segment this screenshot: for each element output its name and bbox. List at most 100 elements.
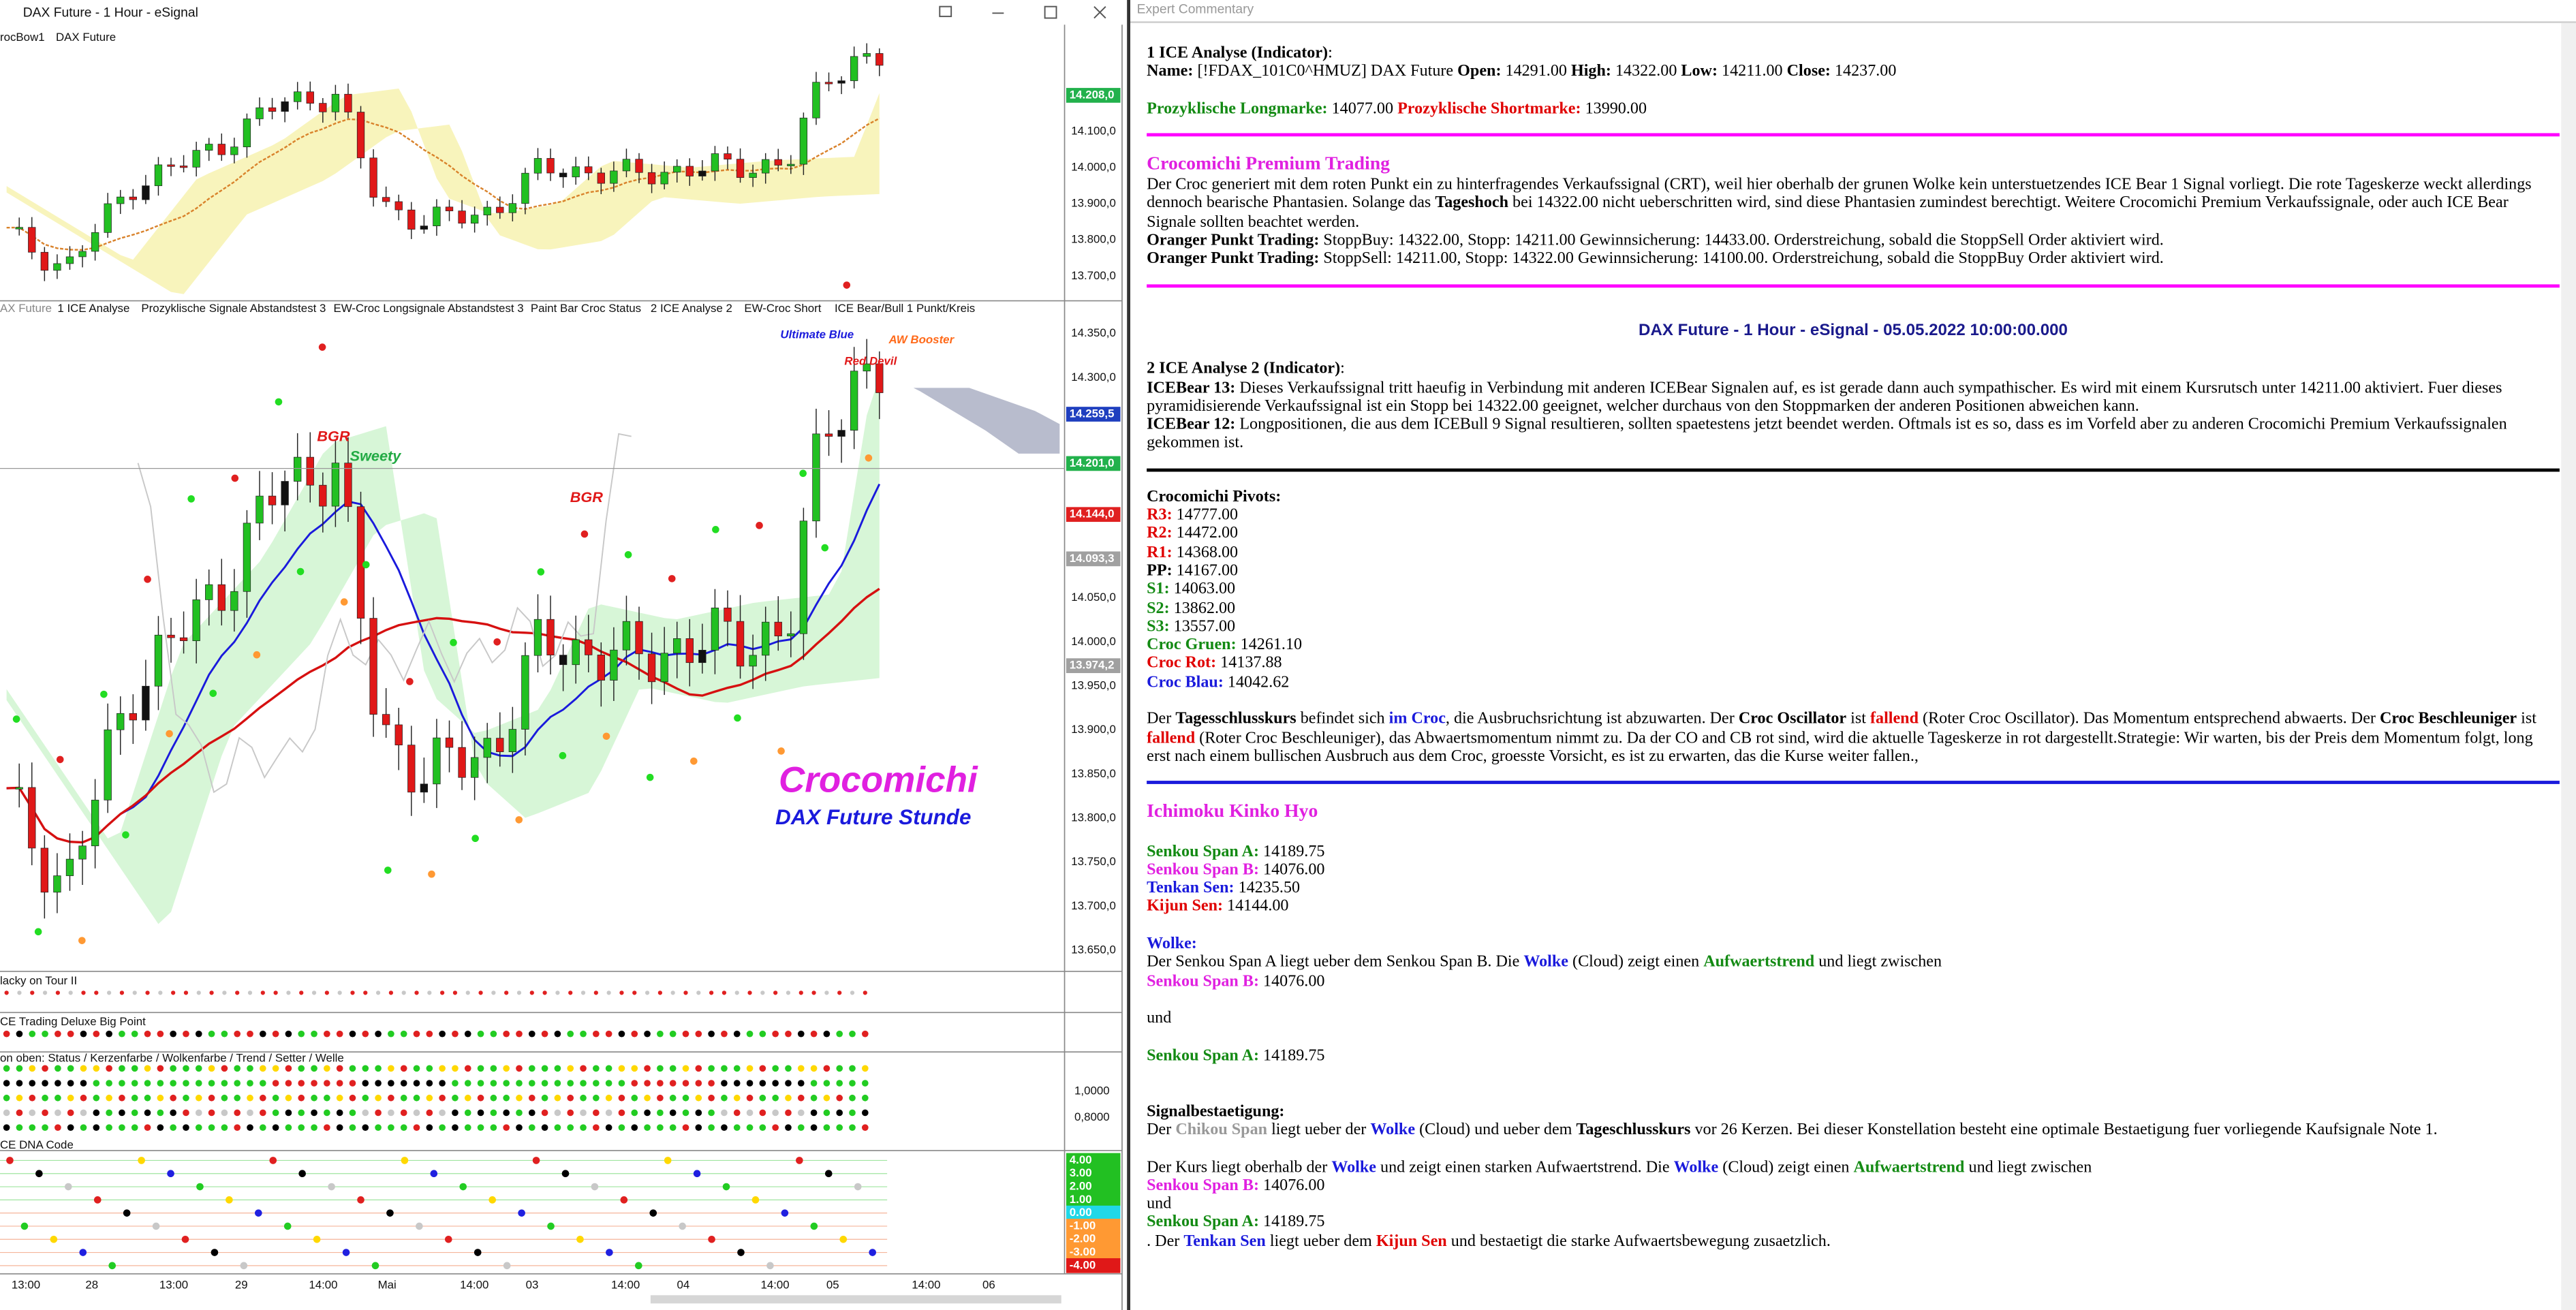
status-dot: [132, 991, 137, 995]
status-dot: [785, 1124, 792, 1132]
signal-dot: [253, 651, 261, 659]
signal-dot: [406, 678, 414, 685]
status-dot: [221, 1094, 228, 1102]
candle-body: [521, 172, 529, 204]
status-dot: [464, 1109, 471, 1117]
x-tick-label: 05: [826, 1278, 839, 1291]
status-dot: [580, 1030, 587, 1038]
status-dot: [260, 991, 265, 995]
status-dot: [452, 1094, 459, 1102]
price-box-box: [1066, 407, 1121, 422]
price-box: 14.144,0: [1070, 508, 1115, 520]
dna-label-box: [1066, 1258, 1121, 1273]
dna-dot: [35, 1170, 43, 1178]
status-dot: [272, 1030, 279, 1038]
text-segment: Wolke: [1673, 1157, 1719, 1176]
text-segment: 14077.00: [1331, 99, 1398, 119]
status-dot: [247, 1109, 253, 1117]
status-dot: [17, 991, 22, 995]
status-dot: [3, 1109, 10, 1117]
signal-dot: [100, 690, 108, 698]
text-line: PP: 14167.00: [1147, 562, 2560, 580]
dna-dot: [50, 1235, 58, 1243]
text-segment: DAX Future - 1 Hour - eSignal - 05.05.20…: [1639, 322, 2068, 341]
dna-dot: [751, 1196, 760, 1204]
text-segment: (Roter Croc Beschleuniger), das Abwaerts…: [1147, 729, 2533, 766]
text-line: DAX Future - 1 Hour - eSignal - 05.05.20…: [1147, 322, 2560, 342]
price-box-box: [1066, 507, 1121, 523]
ma-line: [6, 117, 880, 251]
candle-body: [458, 210, 466, 224]
y-tick-label: 13.900,0: [1071, 197, 1116, 210]
status-dot: [477, 1094, 484, 1102]
status-dot: [477, 1124, 484, 1132]
status-dot: [477, 1030, 484, 1038]
status-dot: [861, 1124, 869, 1132]
status-dot: [580, 1124, 587, 1132]
candle-body: [217, 584, 226, 611]
y-tick-label: 14.000,0: [1071, 161, 1116, 174]
status-dot: [3, 1094, 10, 1102]
status-dot: [823, 1124, 831, 1132]
candle-body: [875, 363, 884, 393]
status-dot: [336, 1080, 343, 1087]
dna-dot: [649, 1209, 657, 1217]
text-segment: und zeigt einen starken Aufwaertstrend. …: [1376, 1157, 1674, 1176]
annotation: Ultimate Blue: [780, 328, 854, 341]
status-dot: [721, 1030, 728, 1038]
signal-dot: [34, 928, 42, 936]
scrollbar[interactable]: [650, 1295, 1061, 1304]
close-button[interactable]: [1093, 5, 1106, 19]
dna-dot: [430, 1170, 438, 1178]
candle-body: [331, 93, 340, 112]
status-dot: [695, 1124, 702, 1132]
status-dot: [311, 1124, 317, 1132]
maximize-button[interactable]: [1044, 5, 1057, 19]
divider: [1147, 283, 2560, 287]
status-dot: [170, 1030, 176, 1038]
status-dot: [785, 1030, 792, 1038]
status-dot: [618, 1080, 625, 1087]
status-dot: [567, 1124, 574, 1132]
candle-body: [762, 159, 770, 174]
candle-body: [179, 637, 188, 642]
candle-body: [344, 93, 352, 112]
dna-label: 3.00: [1070, 1166, 1092, 1179]
status-dot: [567, 1094, 574, 1102]
x-tick-label: 04: [677, 1278, 689, 1291]
status-dot: [682, 1094, 689, 1102]
status-dot: [349, 1124, 356, 1132]
dna-dot: [766, 1262, 774, 1270]
status-dot: [644, 1080, 651, 1087]
text-segment: ICEBear 13:: [1147, 379, 1236, 397]
status-dot: [733, 1109, 741, 1117]
signal-dot: [428, 870, 435, 878]
candle-body: [533, 619, 542, 656]
text-line: Senkou Span B: 14076.00: [1147, 972, 2560, 991]
status-dot: [16, 1109, 23, 1117]
tenkan-line: [6, 483, 881, 844]
text-segment: Tageshoch: [1435, 194, 1509, 213]
candle-body: [572, 639, 580, 666]
status-dot: [119, 1124, 125, 1132]
legend-item: DAX Future: [56, 31, 116, 44]
candle-body: [470, 757, 479, 778]
text-line: Wolke:: [1147, 935, 2560, 954]
status-dot: [695, 1065, 702, 1072]
text-segment: 14167.00: [1172, 562, 1239, 580]
candle-body: [192, 599, 200, 642]
status-dot: [426, 1124, 433, 1132]
text-segment: S3:: [1147, 617, 1170, 636]
signal-dot: [843, 281, 851, 289]
scrollbar[interactable]: [2561, 22, 2576, 1310]
text-line: Croc Rot: 14137.88: [1147, 655, 2560, 673]
candle-body: [622, 621, 631, 651]
restore-button[interactable]: [939, 5, 952, 18]
status-dot: [439, 1094, 446, 1102]
status-dot: [464, 1080, 471, 1087]
text-segment: Longpositionen, die aus dem ICEBull 9 Si…: [1147, 416, 2507, 453]
text-segment: liegt ueber der: [1267, 1121, 1371, 1139]
status-dot: [746, 1109, 754, 1117]
dna-dot: [474, 1249, 482, 1256]
signal-dot: [12, 715, 20, 723]
